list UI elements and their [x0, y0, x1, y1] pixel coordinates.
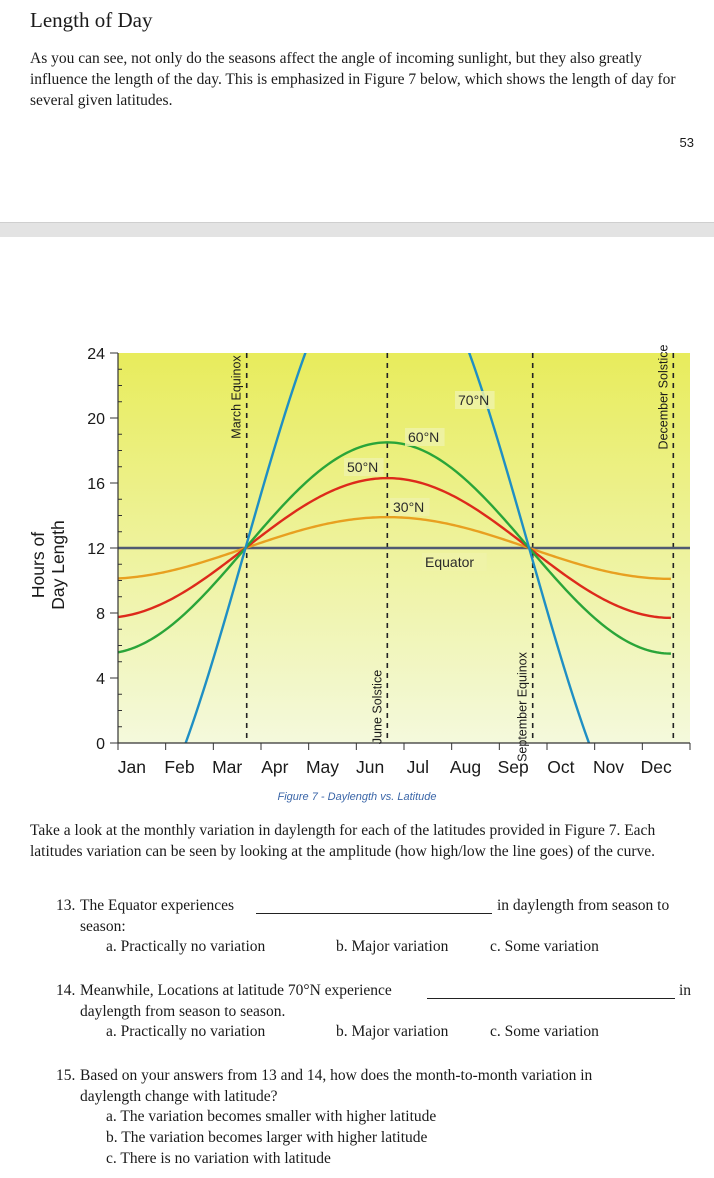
series-label: 30°N: [393, 499, 424, 515]
question-15-option-b[interactable]: b. The variation becomes larger with hig…: [106, 1129, 428, 1146]
question-13-option-a[interactable]: a. Practically no variation: [106, 938, 266, 955]
question-13-stem-end: in daylength from season to: [497, 897, 670, 914]
series-label-bg: [422, 553, 487, 571]
question-14-stem: Meanwhile, Locations at latitude 70°N ex…: [80, 982, 392, 999]
question-14-option-c[interactable]: c. Some variation: [490, 1023, 599, 1040]
season-marker-label: September Equinox: [516, 651, 530, 762]
question-13-stem-cont: season:: [80, 918, 126, 935]
y-tick-label: 12: [87, 541, 105, 558]
y-tick-label: 16: [87, 476, 105, 493]
x-tick-label: Feb: [164, 757, 194, 777]
page-number: 53: [679, 135, 694, 150]
series-label: 70°N: [458, 392, 489, 408]
x-tick-label: Aug: [450, 757, 481, 777]
season-marker-label: March Equinox: [230, 355, 244, 439]
y-tick-label: 4: [96, 671, 105, 688]
figure-caption: Figure 7 - Daylength vs. Latitude: [277, 791, 437, 803]
x-tick-label: Jul: [407, 757, 429, 777]
question-13-option-b[interactable]: b. Major variation: [336, 938, 449, 955]
y-axis-label-line2: Day Length: [48, 520, 68, 610]
series-line-60n: [118, 441, 671, 655]
question-13-option-c[interactable]: c. Some variation: [490, 938, 599, 955]
x-tick-label: Dec: [641, 757, 672, 777]
x-tick-label: Sep: [498, 757, 529, 777]
intro-paragraph: As you can see, not only do the seasons …: [30, 50, 676, 109]
question-14-stem-cont: daylength from season to season.: [80, 1003, 286, 1020]
page-break-divider: [0, 222, 714, 237]
y-tick-label: 0: [96, 736, 105, 753]
x-tick-label: Jun: [356, 757, 384, 777]
x-tick-label: Nov: [593, 757, 624, 777]
series-line-30n: [118, 515, 671, 581]
season-marker-label: June Solstice: [370, 670, 384, 744]
daylength-chart: 0 4 8 12 16 20 24 Jan Feb Mar Apr May Jun Jul Aug Sep Oc…: [28, 345, 691, 777]
question-15-option-c[interactable]: c. There is no variation with latitude: [106, 1150, 331, 1167]
question-15-number: 15.: [56, 1067, 76, 1084]
y-axis-label-line1: Hours of: [28, 532, 48, 598]
x-tick-label: May: [306, 757, 339, 777]
page-title: Length of Day: [30, 8, 153, 32]
y-tick-label: 20: [87, 411, 105, 428]
question-14-option-a[interactable]: a. Practically no variation: [106, 1023, 266, 1040]
question-14-number: 14.: [56, 982, 76, 999]
question-13-stem: The Equator experiences: [80, 897, 235, 914]
x-tick-label: Mar: [212, 757, 242, 777]
series-label: Equator: [425, 554, 474, 570]
question-15-option-a[interactable]: a. The variation becomes smaller with hi…: [106, 1108, 437, 1125]
series-label: 60°N: [408, 429, 439, 445]
season-marker-label: December Solstice: [656, 345, 670, 450]
series-line-70n: [184, 353, 591, 743]
x-tick-label: Jan: [118, 757, 146, 777]
series-label-bg: [390, 498, 430, 516]
question-15-stem: Based on your answers from 13 and 14, ho…: [80, 1067, 593, 1084]
series-label: 50°N: [347, 459, 378, 475]
series-line-50n: [118, 476, 671, 620]
question-14-answer-blank[interactable]: [427, 983, 675, 999]
y-tick-label: 8: [96, 606, 105, 623]
series-label-bg: [344, 458, 384, 476]
series-label-bg: [405, 428, 445, 446]
question-14-stem-end: in: [679, 982, 692, 999]
y-tick-label: 24: [87, 346, 105, 363]
question-13-number: 13.: [56, 897, 76, 914]
question-15-stem-cont: daylength change with latitude?: [80, 1088, 278, 1105]
x-tick-label: Oct: [547, 757, 574, 777]
question-14-option-b[interactable]: b. Major variation: [336, 1023, 449, 1040]
x-tick-label: Apr: [261, 757, 288, 777]
instruction-paragraph: Take a look at the monthly variation in …: [30, 822, 656, 860]
question-13-answer-blank[interactable]: [256, 898, 492, 914]
series-label-bg: [455, 391, 495, 409]
